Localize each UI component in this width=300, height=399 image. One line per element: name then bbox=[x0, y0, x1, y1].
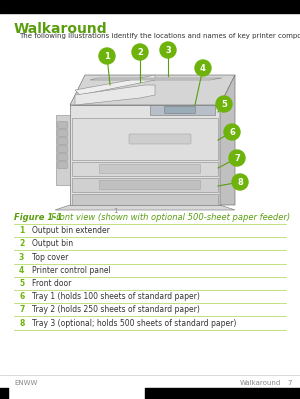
Text: 8: 8 bbox=[19, 318, 24, 328]
Text: 4: 4 bbox=[19, 266, 24, 275]
Text: Output bin extender: Output bin extender bbox=[32, 226, 110, 235]
Text: The following illustrations identify the locations and names of key printer comp: The following illustrations identify the… bbox=[19, 33, 300, 39]
FancyBboxPatch shape bbox=[129, 134, 191, 144]
Circle shape bbox=[232, 174, 248, 190]
Polygon shape bbox=[75, 85, 155, 105]
Polygon shape bbox=[70, 105, 220, 205]
Text: Figure 1-1: Figure 1-1 bbox=[14, 213, 62, 222]
Circle shape bbox=[195, 60, 211, 76]
Polygon shape bbox=[72, 162, 218, 176]
Text: Walkaround: Walkaround bbox=[240, 380, 281, 386]
FancyBboxPatch shape bbox=[100, 180, 200, 190]
Text: 7: 7 bbox=[234, 154, 240, 163]
Polygon shape bbox=[56, 115, 70, 185]
Circle shape bbox=[132, 44, 148, 60]
FancyBboxPatch shape bbox=[58, 130, 67, 136]
Polygon shape bbox=[70, 75, 235, 105]
Text: 6: 6 bbox=[229, 128, 235, 137]
Circle shape bbox=[224, 124, 240, 140]
Text: Walkaround: Walkaround bbox=[14, 22, 108, 36]
Text: Tray 1 (holds 100 sheets of standard paper): Tray 1 (holds 100 sheets of standard pap… bbox=[32, 292, 200, 301]
Polygon shape bbox=[90, 78, 222, 80]
Text: 6: 6 bbox=[19, 292, 24, 301]
FancyBboxPatch shape bbox=[58, 146, 67, 152]
Text: 1: 1 bbox=[19, 226, 24, 235]
Text: 2: 2 bbox=[19, 239, 24, 248]
Polygon shape bbox=[72, 194, 218, 205]
Text: 4: 4 bbox=[200, 64, 206, 73]
Text: Top cover: Top cover bbox=[32, 253, 68, 261]
Polygon shape bbox=[75, 75, 155, 95]
FancyBboxPatch shape bbox=[58, 122, 67, 128]
Text: Printer control panel: Printer control panel bbox=[32, 266, 111, 275]
Text: Tray 2 (holds 250 sheets of standard paper): Tray 2 (holds 250 sheets of standard pap… bbox=[32, 305, 200, 314]
Text: 2: 2 bbox=[137, 48, 143, 57]
Text: ENWW: ENWW bbox=[14, 380, 38, 386]
Polygon shape bbox=[72, 118, 218, 160]
FancyBboxPatch shape bbox=[164, 107, 196, 113]
Text: Output bin: Output bin bbox=[32, 239, 73, 248]
Text: 1: 1 bbox=[104, 52, 110, 61]
Circle shape bbox=[216, 96, 232, 112]
Text: 7: 7 bbox=[287, 380, 292, 386]
Text: 1: 1 bbox=[113, 208, 117, 214]
Circle shape bbox=[99, 48, 115, 64]
Polygon shape bbox=[55, 205, 235, 210]
Polygon shape bbox=[72, 178, 218, 192]
Polygon shape bbox=[220, 75, 235, 205]
Text: 8: 8 bbox=[237, 178, 243, 187]
Text: 5: 5 bbox=[19, 279, 24, 288]
FancyBboxPatch shape bbox=[58, 162, 67, 168]
FancyBboxPatch shape bbox=[58, 154, 67, 160]
Text: Front view (shown with optional 500-sheet paper feeder): Front view (shown with optional 500-shee… bbox=[46, 213, 290, 222]
Text: 3: 3 bbox=[19, 253, 24, 261]
FancyBboxPatch shape bbox=[100, 164, 200, 174]
FancyBboxPatch shape bbox=[58, 138, 67, 144]
Polygon shape bbox=[150, 105, 215, 115]
Circle shape bbox=[160, 42, 176, 58]
Text: 5: 5 bbox=[221, 100, 227, 109]
Text: 3: 3 bbox=[165, 46, 171, 55]
Text: 7: 7 bbox=[19, 305, 24, 314]
Text: Tray 3 (optional; holds 500 sheets of standard paper): Tray 3 (optional; holds 500 sheets of st… bbox=[32, 318, 236, 328]
Circle shape bbox=[229, 150, 245, 166]
Text: Front door: Front door bbox=[32, 279, 71, 288]
